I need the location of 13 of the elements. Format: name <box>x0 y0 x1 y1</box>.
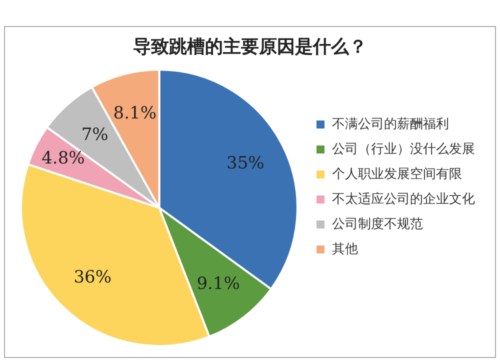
legend-label: 不满公司的薪酬福利 <box>332 116 449 132</box>
data-label: 35% <box>226 153 264 174</box>
data-label: 9.1% <box>196 274 240 294</box>
legend-label: 其他 <box>332 242 358 257</box>
legend-label: 个人职业发展空间有限 <box>332 166 462 182</box>
chart-title: 导致跳槽的主要原因是什么？ <box>133 36 367 58</box>
legend-label: 公司（行业）没什么发展 <box>332 142 475 157</box>
data-label: 36% <box>74 267 112 288</box>
legend-label: 公司制度不规范 <box>332 216 423 232</box>
data-label: 8.1% <box>113 104 156 124</box>
legend-label: 不太适应公司的企业文化 <box>332 190 475 207</box>
data-label: 7% <box>81 125 108 146</box>
data-label: 4.8% <box>42 148 85 168</box>
